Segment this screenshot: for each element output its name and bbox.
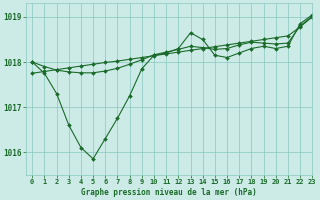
X-axis label: Graphe pression niveau de la mer (hPa): Graphe pression niveau de la mer (hPa): [81, 188, 257, 197]
